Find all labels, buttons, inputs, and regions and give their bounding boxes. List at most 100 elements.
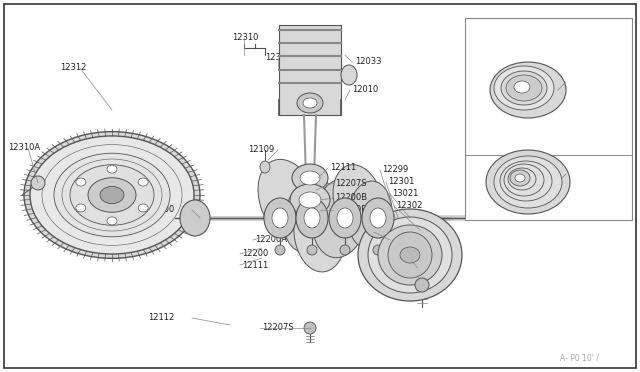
Ellipse shape — [368, 217, 452, 293]
Ellipse shape — [382, 230, 398, 250]
Text: 12310E: 12310E — [265, 54, 296, 62]
Text: 12100: 12100 — [148, 205, 174, 215]
Text: 12312: 12312 — [60, 64, 86, 73]
Ellipse shape — [494, 66, 554, 110]
Ellipse shape — [362, 198, 394, 238]
Ellipse shape — [260, 161, 270, 173]
Wedge shape — [264, 202, 296, 218]
Ellipse shape — [107, 217, 117, 225]
Ellipse shape — [400, 247, 420, 263]
Text: 12207S: 12207S — [262, 324, 294, 333]
Ellipse shape — [341, 65, 357, 85]
Ellipse shape — [392, 228, 408, 252]
Text: A- P0 10' /: A- P0 10' / — [560, 353, 599, 362]
Ellipse shape — [402, 230, 418, 250]
Text: 12111: 12111 — [242, 260, 268, 269]
Text: 12303: 12303 — [568, 77, 595, 87]
Text: 12200: 12200 — [242, 250, 268, 259]
Ellipse shape — [54, 153, 170, 237]
Ellipse shape — [30, 136, 194, 254]
Ellipse shape — [272, 208, 288, 228]
Ellipse shape — [258, 159, 318, 241]
Ellipse shape — [70, 165, 154, 225]
Ellipse shape — [297, 93, 323, 113]
Ellipse shape — [514, 81, 530, 93]
Text: 12302: 12302 — [396, 202, 422, 211]
Ellipse shape — [422, 226, 438, 254]
Ellipse shape — [290, 184, 330, 216]
Ellipse shape — [500, 161, 552, 201]
Ellipse shape — [24, 132, 200, 259]
Text: 12303C: 12303C — [420, 263, 452, 273]
Text: FOR CANADA: FOR CANADA — [470, 155, 526, 164]
Text: 12111: 12111 — [330, 164, 356, 173]
Ellipse shape — [415, 278, 429, 292]
Ellipse shape — [373, 245, 383, 255]
Text: 12200B: 12200B — [335, 193, 367, 202]
Ellipse shape — [337, 208, 353, 228]
Text: 12303: 12303 — [376, 228, 403, 237]
Ellipse shape — [504, 164, 544, 196]
Ellipse shape — [31, 176, 45, 190]
Ellipse shape — [292, 164, 328, 192]
Text: 12303: 12303 — [568, 170, 595, 179]
Ellipse shape — [296, 198, 328, 238]
Ellipse shape — [275, 245, 285, 255]
Text: 12112: 12112 — [148, 314, 174, 323]
Wedge shape — [362, 202, 394, 218]
Ellipse shape — [312, 178, 367, 258]
Ellipse shape — [88, 178, 136, 212]
Ellipse shape — [264, 198, 296, 238]
Text: AIR CON & POWER STEERING: AIR CON & POWER STEERING — [467, 214, 590, 222]
Wedge shape — [329, 202, 361, 218]
Ellipse shape — [303, 98, 317, 108]
Text: 12200B: 12200B — [335, 205, 367, 215]
Ellipse shape — [138, 178, 148, 186]
Ellipse shape — [76, 178, 86, 186]
Text: 12033: 12033 — [355, 58, 381, 67]
Ellipse shape — [76, 204, 86, 212]
Text: 12301: 12301 — [388, 177, 414, 186]
Text: 12310: 12310 — [232, 33, 259, 42]
Ellipse shape — [107, 165, 117, 173]
Ellipse shape — [515, 174, 525, 182]
Ellipse shape — [501, 71, 547, 105]
Ellipse shape — [304, 322, 316, 334]
Ellipse shape — [329, 198, 361, 238]
Ellipse shape — [358, 209, 462, 301]
Ellipse shape — [333, 165, 383, 235]
Text: 12010: 12010 — [352, 86, 378, 94]
Ellipse shape — [412, 228, 428, 252]
Ellipse shape — [180, 200, 210, 236]
Ellipse shape — [378, 225, 442, 285]
Text: 12207S: 12207S — [335, 179, 367, 187]
Ellipse shape — [284, 178, 336, 252]
Ellipse shape — [299, 192, 321, 208]
Ellipse shape — [100, 186, 124, 203]
Bar — [465, 18, 632, 220]
Text: 13021: 13021 — [392, 189, 419, 199]
Ellipse shape — [348, 181, 392, 249]
Ellipse shape — [307, 245, 317, 255]
Ellipse shape — [494, 156, 562, 208]
Ellipse shape — [138, 204, 148, 212]
Text: 12200A: 12200A — [255, 235, 287, 244]
Ellipse shape — [508, 168, 536, 190]
Text: 12303A: 12303A — [420, 276, 452, 285]
Ellipse shape — [486, 150, 570, 214]
Ellipse shape — [388, 232, 432, 278]
Ellipse shape — [506, 75, 542, 101]
Bar — [279, 25, 341, 115]
Ellipse shape — [304, 208, 320, 228]
Ellipse shape — [300, 171, 320, 185]
Text: 12310A: 12310A — [8, 144, 40, 153]
Ellipse shape — [432, 227, 448, 253]
Text: 12109: 12109 — [248, 145, 275, 154]
Text: 12299: 12299 — [382, 166, 408, 174]
Wedge shape — [296, 202, 328, 218]
Ellipse shape — [340, 245, 350, 255]
Ellipse shape — [370, 208, 386, 228]
Ellipse shape — [510, 170, 530, 186]
Ellipse shape — [294, 192, 346, 272]
Ellipse shape — [490, 62, 566, 118]
